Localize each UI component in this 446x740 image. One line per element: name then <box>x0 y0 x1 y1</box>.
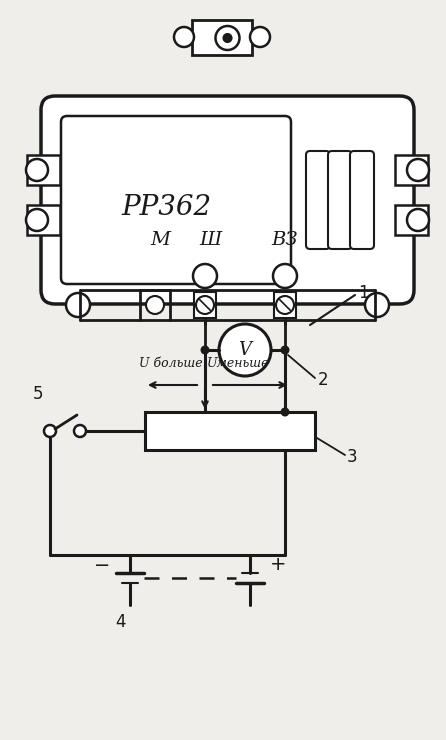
Text: −: − <box>94 556 110 574</box>
Bar <box>274 292 296 318</box>
Circle shape <box>365 293 389 317</box>
Bar <box>395 155 428 185</box>
Text: М: М <box>150 231 170 249</box>
Text: ВЗ: ВЗ <box>272 231 298 249</box>
Circle shape <box>174 27 194 47</box>
Circle shape <box>26 159 48 181</box>
Circle shape <box>223 34 231 42</box>
Circle shape <box>219 324 271 376</box>
Circle shape <box>281 346 289 354</box>
Text: Uменьше: Uменьше <box>207 357 269 370</box>
Text: 5: 5 <box>33 385 43 403</box>
Text: РР362: РР362 <box>121 195 211 221</box>
Bar <box>395 205 428 235</box>
FancyBboxPatch shape <box>328 151 352 249</box>
Bar <box>145 412 315 450</box>
Circle shape <box>273 264 297 288</box>
Circle shape <box>196 296 214 314</box>
Circle shape <box>44 425 56 437</box>
Circle shape <box>250 27 270 47</box>
Circle shape <box>193 264 217 288</box>
Circle shape <box>66 293 90 317</box>
Circle shape <box>281 408 289 417</box>
Circle shape <box>201 346 210 354</box>
Circle shape <box>276 296 294 314</box>
Circle shape <box>407 209 429 231</box>
Circle shape <box>215 26 240 50</box>
FancyBboxPatch shape <box>306 151 330 249</box>
Text: V: V <box>239 341 252 359</box>
Text: 2: 2 <box>318 371 329 389</box>
Text: 1: 1 <box>358 284 369 302</box>
Circle shape <box>146 296 164 314</box>
Bar <box>194 292 216 318</box>
Text: Ш: Ш <box>199 231 221 249</box>
FancyBboxPatch shape <box>41 96 414 304</box>
FancyBboxPatch shape <box>61 116 291 284</box>
Text: 3: 3 <box>347 448 358 466</box>
Circle shape <box>407 159 429 181</box>
Bar <box>192 20 252 55</box>
FancyBboxPatch shape <box>350 151 374 249</box>
Text: U больше: U больше <box>140 357 203 370</box>
Circle shape <box>26 209 48 231</box>
Text: +: + <box>270 556 286 574</box>
Circle shape <box>74 425 86 437</box>
Text: 4: 4 <box>115 613 125 631</box>
Bar <box>27 205 60 235</box>
Bar <box>27 155 60 185</box>
